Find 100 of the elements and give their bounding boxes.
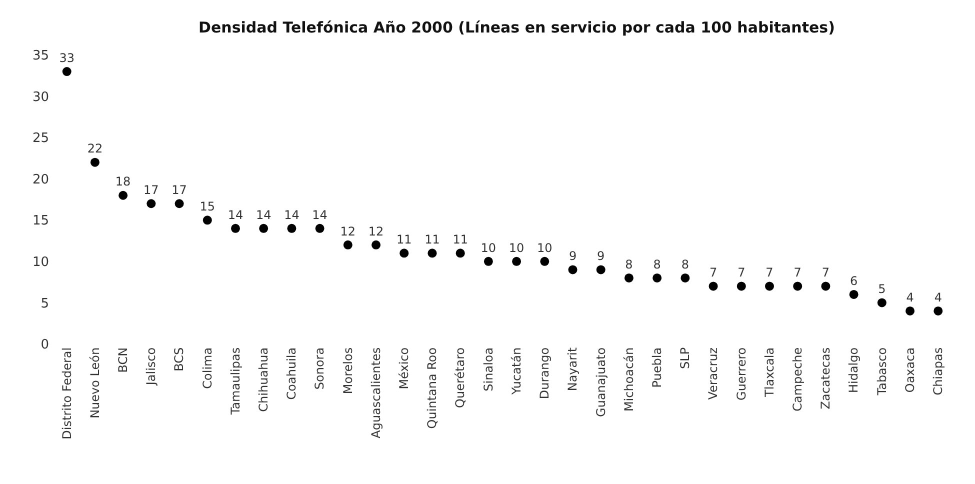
point bbox=[624, 273, 634, 282]
data-label: 17 bbox=[144, 183, 159, 198]
chart-title: Densidad Telefónica Año 2000 (Líneas en servicio por cada 100 habitantes) bbox=[198, 18, 835, 36]
point bbox=[765, 282, 774, 291]
point bbox=[400, 248, 409, 258]
y-tick-label: 35 bbox=[32, 48, 49, 64]
x-tick-label: Nayarit bbox=[566, 347, 580, 392]
data-label: 15 bbox=[200, 200, 216, 214]
data-label: 14 bbox=[256, 208, 272, 222]
y-tick-label: 20 bbox=[32, 172, 49, 188]
x-tick-label: México bbox=[397, 347, 412, 390]
data-label: 11 bbox=[396, 232, 412, 247]
y-tick-label: 10 bbox=[32, 254, 49, 270]
point bbox=[877, 298, 886, 308]
point bbox=[793, 282, 802, 291]
x-tick-label: Distrito Federal bbox=[60, 347, 74, 440]
point bbox=[540, 256, 550, 266]
x-tick-label: Colima bbox=[200, 347, 214, 389]
point bbox=[343, 240, 352, 250]
x-tick-label: Tabasco bbox=[874, 347, 889, 396]
x-tick-label: Tlaxcala bbox=[762, 347, 776, 398]
point bbox=[596, 265, 606, 274]
point bbox=[315, 224, 324, 233]
x-tick-label: BCS bbox=[172, 347, 186, 372]
x-tick-label: Guerrero bbox=[734, 347, 748, 400]
x-tick-label: Campeche bbox=[790, 347, 805, 412]
y-tick-label: 25 bbox=[32, 131, 49, 146]
point bbox=[736, 282, 746, 291]
x-tick-label: Chiapas bbox=[931, 347, 946, 396]
point bbox=[849, 290, 858, 299]
x-tick-label: Guanajuato bbox=[594, 347, 608, 417]
point bbox=[906, 306, 915, 316]
x-tick-label: Yucatán bbox=[509, 347, 524, 396]
data-label: 18 bbox=[115, 174, 131, 189]
data-label: 33 bbox=[59, 50, 74, 65]
data-label: 12 bbox=[368, 224, 384, 238]
point bbox=[174, 199, 184, 208]
data-label: 6 bbox=[850, 274, 858, 288]
y-tick-label: 30 bbox=[32, 90, 49, 105]
point bbox=[146, 199, 156, 208]
data-label: 7 bbox=[766, 266, 774, 280]
x-tick-label: Jalisco bbox=[144, 347, 158, 386]
data-label: 8 bbox=[653, 257, 661, 272]
data-label: 14 bbox=[312, 208, 328, 222]
x-tick-label: Durango bbox=[538, 347, 552, 400]
x-tick-label: Chihuahua bbox=[256, 347, 270, 412]
x-tick-label: Coahuila bbox=[284, 347, 299, 400]
point bbox=[372, 240, 381, 250]
point bbox=[821, 282, 830, 291]
point bbox=[484, 256, 493, 266]
data-label: 10 bbox=[508, 240, 524, 255]
data-label: 7 bbox=[794, 266, 802, 280]
y-tick-label: 5 bbox=[40, 296, 49, 312]
y-tick-label: 0 bbox=[40, 338, 49, 353]
data-label: 10 bbox=[537, 240, 552, 255]
point bbox=[231, 224, 240, 233]
x-tick-label: Oaxaca bbox=[902, 347, 917, 393]
point bbox=[568, 265, 578, 274]
data-label: 8 bbox=[681, 257, 690, 272]
data-label: 4 bbox=[906, 290, 914, 304]
point bbox=[202, 216, 212, 225]
point bbox=[62, 67, 72, 76]
point bbox=[652, 273, 662, 282]
data-label: 9 bbox=[597, 249, 605, 264]
point bbox=[118, 190, 128, 200]
x-tick-label: Aguascalientes bbox=[368, 347, 383, 438]
data-label: 17 bbox=[172, 183, 187, 198]
data-label: 9 bbox=[568, 249, 577, 264]
data-label: 14 bbox=[228, 208, 244, 222]
point bbox=[456, 248, 465, 258]
data-label: 7 bbox=[738, 266, 746, 280]
x-tick-label: Querétaro bbox=[453, 347, 468, 408]
point bbox=[287, 224, 296, 233]
point bbox=[90, 158, 100, 167]
x-tick-label: Michoacán bbox=[622, 347, 636, 412]
point bbox=[428, 248, 437, 258]
x-tick-label: Zacatecas bbox=[818, 347, 833, 410]
x-tick-label: Quintana Roo bbox=[425, 347, 440, 429]
x-tick-label: Sonora bbox=[312, 347, 327, 390]
data-label: 14 bbox=[284, 208, 300, 222]
x-tick-label: Nuevo León bbox=[88, 347, 102, 418]
data-label: 11 bbox=[452, 232, 468, 247]
point bbox=[680, 273, 690, 282]
x-tick-label: Tamaulipas bbox=[228, 347, 242, 416]
point bbox=[708, 282, 718, 291]
data-label: 10 bbox=[480, 240, 496, 255]
data-label: 22 bbox=[87, 142, 103, 156]
data-label: 4 bbox=[934, 290, 942, 304]
data-label: 7 bbox=[709, 266, 718, 280]
point bbox=[512, 256, 522, 266]
data-label: 12 bbox=[340, 224, 356, 238]
data-label: 5 bbox=[878, 282, 886, 296]
data-label: 7 bbox=[822, 266, 830, 280]
data-label: 8 bbox=[625, 257, 633, 272]
x-tick-label: Morelos bbox=[340, 347, 355, 394]
point bbox=[934, 306, 943, 316]
y-tick-label: 15 bbox=[32, 214, 49, 229]
x-tick-label: Puebla bbox=[650, 347, 664, 388]
x-tick-label: Hidalgo bbox=[846, 347, 861, 394]
x-tick-label: Sinaloa bbox=[481, 347, 496, 392]
